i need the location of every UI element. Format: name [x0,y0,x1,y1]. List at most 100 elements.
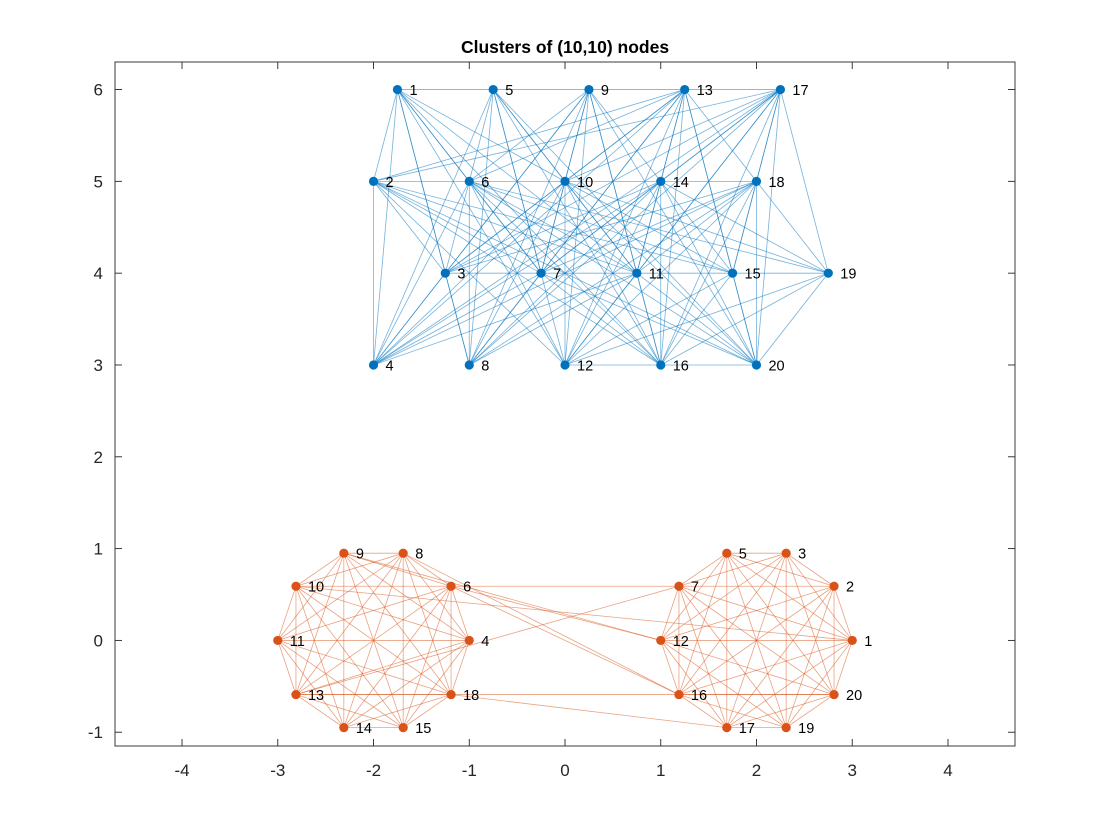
graph-2-edge [277,640,404,728]
graph-1-node-label-1: 1 [409,83,417,99]
graph-1-edge [469,89,590,182]
y-tick-label: 4 [94,264,103,283]
graph-1-edge [564,181,638,274]
graph-2-node-label-9: 9 [356,547,364,563]
graph-1-node-label-20: 20 [768,358,784,374]
graph-1-node-18 [751,176,762,186]
graph-1-edge [564,272,733,366]
graph-1-node-6 [464,176,474,186]
graph-1-edge [373,272,542,366]
x-tick-label: -4 [174,761,189,780]
graph-2-edge [277,640,297,695]
graph-1-node-label-4: 4 [386,358,394,374]
y-tick-label: 5 [94,172,103,191]
graph-1-edge [373,181,446,274]
x-tick-label: -2 [366,761,381,780]
graph-1-edge [373,181,470,366]
graph-1-node-7 [536,268,546,278]
graph-1-edge [373,89,398,182]
graph-1-node-label-15: 15 [745,267,761,283]
graph-2-edge [402,694,452,728]
graph-2-edge [450,585,661,641]
graph-1-node-label-16: 16 [673,358,689,374]
graph-1-node-label-18: 18 [768,175,784,191]
graph-1-edge [732,181,757,274]
graph-2-edge [678,585,835,695]
edge-layer [277,89,853,729]
chart-title: Clusters of (10,10) nodes [461,37,669,57]
graph-2-node-label-13: 13 [308,688,324,704]
graph-2-node-label-10: 10 [308,580,324,596]
graph-1-edge [564,181,662,366]
graph-1-node-12 [560,360,570,370]
graph-1-node-label-12: 12 [577,358,593,374]
graph-2-edge [402,553,452,695]
graph-2-edge [277,640,452,695]
graph-1-node-5 [488,84,498,95]
graph-2-node-3 [781,548,791,558]
graph-1-edge [373,89,494,366]
graph-2-edge [450,586,470,641]
graph-1-node-2 [368,176,379,186]
graph-2-edge [785,552,835,587]
x-tick-label: 3 [847,761,856,780]
graph-1-node-15 [727,268,738,278]
graph-1-edge [756,181,829,274]
graph-1-node-label-11: 11 [649,267,664,283]
y-tick-label: 0 [94,631,103,650]
graph-2-node-label-12: 12 [673,634,689,650]
graph-2-edge [660,586,680,641]
graph-1-node-label-6: 6 [481,175,489,191]
graph-2-node-2 [829,581,839,591]
node-label-layer: 1234567891011121314151617181920123571216… [290,83,873,737]
graph-2-node-label-7: 7 [691,580,699,596]
graph-2-node-5 [722,548,732,558]
y-tick-label: 6 [94,81,103,100]
graph-1-node-20 [751,360,762,370]
graph-2-edge [785,694,835,728]
graph-2-edge [678,694,787,729]
graph-2-node-10 [291,581,301,591]
graph-1-node-label-10: 10 [577,175,593,191]
graph-2-node-label-2: 2 [846,580,854,596]
graph-2-node-label-20: 20 [846,688,862,704]
graph-2-edge [660,640,728,728]
graph-2-node-18 [446,689,456,700]
graph-2-node-7 [674,581,684,591]
graph-2-edge [402,552,452,587]
graph-2-node-label-14: 14 [356,721,372,737]
graph-2-node-12 [656,635,666,646]
graph-1-edge [373,89,398,366]
y-tick-label: 2 [94,448,103,467]
graph-2-node-label-19: 19 [798,721,814,737]
graph-1-edge [660,89,781,366]
graph-1-node-19 [823,268,833,278]
graph-1-edge [468,89,590,366]
graph-1-node-4 [368,360,379,370]
y-tick-label: -1 [88,723,103,742]
graph-2-edge [295,552,345,587]
graph-2-node-1 [847,635,857,646]
graph-1-node-11 [632,268,642,278]
graph-2-edge [402,586,452,728]
graph-2-node-13 [291,689,301,700]
graph-1-edge [660,181,757,366]
graph-2-edge [343,694,452,729]
graph-1-node-16 [656,360,666,370]
graph-2-node-label-3: 3 [798,547,806,563]
graph-1-edge [540,181,566,274]
graph-2-edge [678,586,728,728]
graph-1-edge [756,89,781,182]
graph-2-node-4 [464,635,474,646]
graph-2-edge [277,640,345,728]
x-tick-label: 0 [560,761,569,780]
graph-2-edge [295,694,345,728]
graph-1-edge [660,89,781,182]
graph-1-node-label-19: 19 [840,267,856,283]
graph-2-node-8 [398,548,408,558]
graph-1-edge [660,89,686,366]
graph-1-edge [564,89,590,366]
graph-2-node-label-6: 6 [463,580,471,596]
graph-1-edge [660,272,733,366]
